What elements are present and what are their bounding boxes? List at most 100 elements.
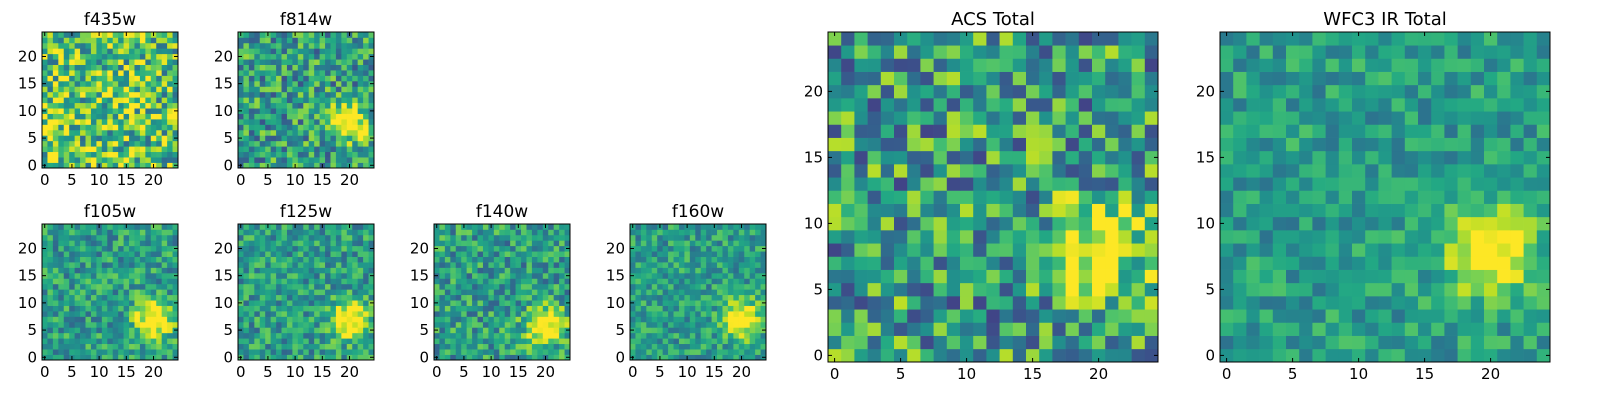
- heatmap-cell: [363, 283, 369, 290]
- heatmap-cell: [1118, 164, 1132, 178]
- heatmap-cell: [96, 272, 103, 279]
- heatmap-cell: [308, 70, 315, 76]
- heatmap-cell: [139, 305, 146, 312]
- heatmap-cell: [526, 245, 533, 252]
- heatmap-cell: [542, 283, 549, 290]
- heatmap-cell: [1352, 256, 1366, 270]
- heatmap-cell: [123, 262, 130, 268]
- heatmap-cell: [526, 311, 533, 317]
- heatmap-cell: [1246, 296, 1260, 310]
- heatmap-cell: [156, 289, 163, 296]
- heatmap-cell: [646, 354, 653, 361]
- heatmap-cell: [553, 338, 560, 345]
- heatmap-cell: [455, 283, 462, 290]
- heatmap-cell: [85, 283, 92, 290]
- heatmap-cell: [700, 278, 707, 285]
- heatmap-cell: [695, 316, 702, 323]
- heatmap-cell: [515, 267, 522, 274]
- heatmap-cell: [123, 256, 130, 263]
- heatmap-cell: [510, 278, 516, 285]
- heatmap-cell: [559, 338, 565, 345]
- heatmap-cell: [325, 294, 331, 301]
- heatmap-cell: [96, 113, 103, 120]
- heatmap-cell: [238, 256, 244, 263]
- heatmap-cell: [1144, 216, 1159, 231]
- heatmap-cell: [1105, 84, 1119, 99]
- heatmap-cell: [292, 140, 299, 147]
- heatmap-cell: [1131, 177, 1146, 191]
- heatmap-cell: [303, 32, 310, 38]
- heatmap-cell: [880, 150, 895, 165]
- heatmap-cell: [314, 80, 320, 87]
- heatmap-cell: [1092, 203, 1106, 218]
- heatmap-cell: [1039, 32, 1053, 46]
- heatmap-cell: [854, 322, 868, 336]
- heatmap-cell: [630, 289, 636, 296]
- heatmap-cell: [330, 283, 337, 290]
- heatmap-cell: [74, 119, 81, 125]
- heatmap-cell: [1220, 150, 1234, 165]
- heatmap-cell: [1233, 164, 1247, 178]
- heatmap-cell: [482, 256, 489, 263]
- heatmap-cell: [259, 140, 266, 147]
- heatmap-cell: [238, 316, 244, 323]
- heatmap-cell: [363, 53, 369, 60]
- heatmap-cell: [510, 354, 516, 361]
- heatmap-cell: [1418, 296, 1432, 310]
- x-tick-label: 15: [1023, 365, 1042, 383]
- heatmap-cell: [139, 108, 146, 114]
- heatmap-cell: [548, 300, 555, 306]
- heatmap-cell: [281, 234, 288, 241]
- heatmap-cell: [515, 256, 522, 263]
- heatmap-cell: [42, 157, 48, 163]
- heatmap-cell: [118, 162, 124, 169]
- heatmap-cell: [74, 80, 81, 87]
- heatmap-cell: [150, 343, 157, 350]
- heatmap-cell: [96, 91, 103, 98]
- heatmap-cell: [1312, 230, 1326, 244]
- heatmap-cell: [1497, 164, 1511, 178]
- heatmap-cell: [112, 80, 119, 87]
- heatmap-cell: [357, 267, 364, 274]
- heatmap-cell: [156, 135, 163, 142]
- heatmap-cell: [276, 283, 282, 290]
- heatmap-cell: [1431, 322, 1445, 336]
- heatmap-cell: [499, 354, 506, 361]
- heatmap-cell: [755, 272, 761, 279]
- heatmap-cell: [134, 124, 141, 131]
- heatmap-cell: [74, 300, 81, 306]
- heatmap-cell: [156, 162, 163, 169]
- heatmap-cell: [270, 338, 277, 345]
- heatmap-cell: [828, 296, 842, 310]
- heatmap-cell: [352, 283, 359, 290]
- heatmap-cell: [118, 129, 124, 136]
- heatmap-cell: [80, 256, 86, 263]
- heatmap-cell: [325, 75, 331, 82]
- heatmap-cell: [52, 262, 59, 268]
- heatmap-cell: [167, 102, 173, 109]
- heatmap-cell: [276, 332, 282, 339]
- heatmap-cell: [1418, 190, 1432, 204]
- heatmap-cell: [134, 229, 141, 236]
- heatmap-cell: [292, 124, 299, 131]
- heatmap-cell: [167, 234, 173, 241]
- heatmap-cell: [760, 267, 767, 274]
- heatmap-cell: [346, 251, 353, 257]
- heatmap-cell: [1233, 216, 1247, 231]
- heatmap-cell: [1065, 71, 1080, 86]
- x-tick-label: 0: [432, 363, 442, 381]
- heatmap-cell: [292, 289, 299, 296]
- heatmap-cell: [357, 129, 364, 136]
- heatmap-cell: [504, 251, 511, 257]
- heatmap-cell: [69, 332, 75, 339]
- heatmap-cell: [357, 86, 364, 93]
- heatmap-cell: [303, 59, 310, 65]
- heatmap-cell: [1404, 335, 1419, 350]
- heatmap-cell: [700, 316, 707, 323]
- heatmap-cell: [145, 108, 152, 114]
- heatmap-cell: [90, 229, 97, 236]
- heatmap-cell: [1352, 203, 1366, 218]
- heatmap-cell: [450, 316, 457, 323]
